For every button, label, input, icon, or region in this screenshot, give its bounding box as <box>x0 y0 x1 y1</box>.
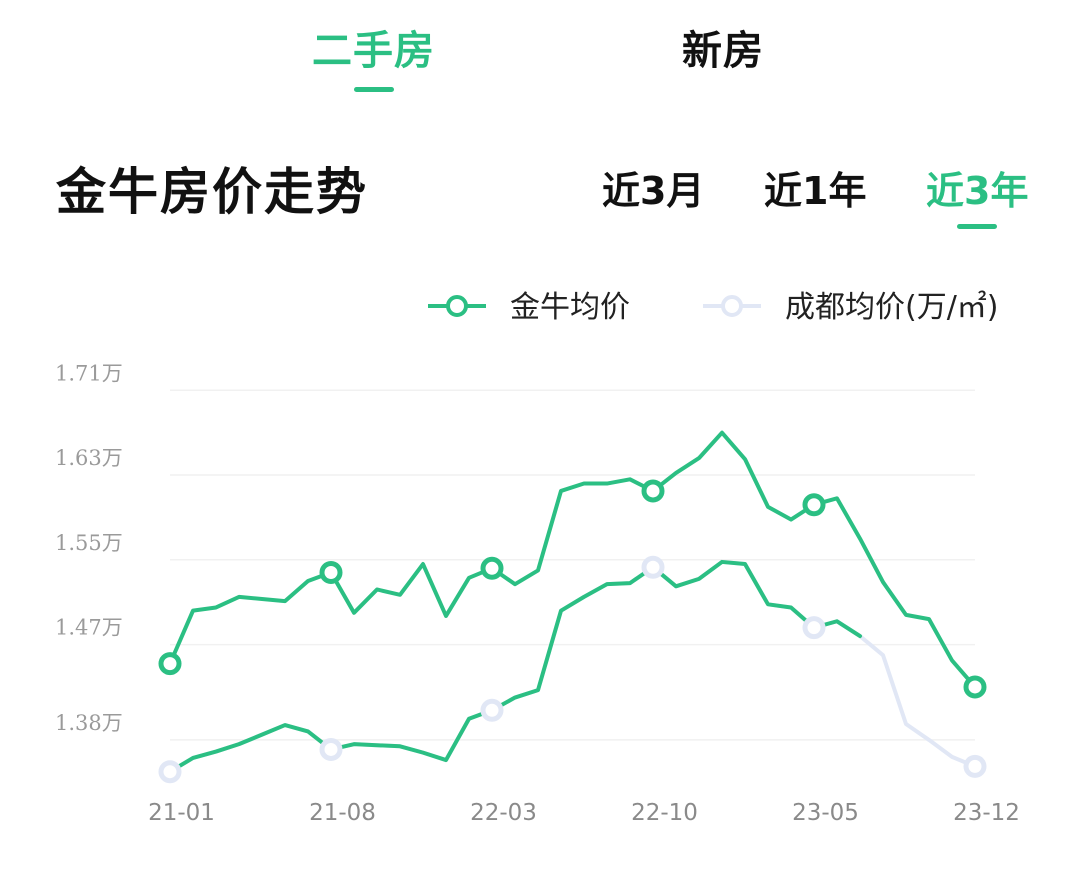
range-3-years-label: 近3年 <box>926 169 1029 213</box>
legend-label-jinniu: 金牛均价 <box>510 290 630 325</box>
active-range-indicator <box>957 224 998 229</box>
range-1-year-label: 近1年 <box>764 169 867 213</box>
legend-marker-jinniu <box>446 295 468 317</box>
legend-label-chengdu-name: 成都均价 <box>785 290 905 325</box>
range-1-year[interactable]: 近1年 <box>764 160 866 215</box>
y-tick-label: 1.63万 <box>55 446 123 470</box>
legend-marker-chengdu <box>721 295 743 317</box>
range-3-months[interactable]: 近3月 <box>602 160 704 215</box>
data-point-jinniu <box>319 561 343 585</box>
data-point-chengdu <box>963 754 987 778</box>
house-type-tabs: 二手房 新房 <box>0 18 1080 92</box>
tab-second-hand-label: 二手房 <box>312 28 435 74</box>
y-axis-labels: 1.71万 1.63万 1.55万 1.47万 1.38万 <box>55 361 123 735</box>
legend-unit-note: (万/㎡) <box>905 290 999 325</box>
data-point-chengdu <box>158 760 182 784</box>
chart-legend: 金牛均价 成都均价(万/㎡) <box>428 290 999 325</box>
data-point-jinniu <box>641 479 665 503</box>
x-tick-label: 21-08 <box>309 800 376 826</box>
time-range-tabs: 近3月 近1年 近3年 <box>0 160 1080 229</box>
y-tick-label: 1.47万 <box>55 616 123 640</box>
x-tick-label: 22-10 <box>631 800 698 826</box>
chart-series <box>158 430 987 784</box>
x-tick-label: 23-05 <box>792 800 859 826</box>
y-tick-label: 1.71万 <box>55 361 123 385</box>
price-trend-chart: 金牛均价 成都均价(万/㎡) 1.71万 1.63万 1.55万 1.47万 1.38万… <box>55 290 1020 826</box>
tab-new-house-label: 新房 <box>682 28 764 74</box>
y-tick-label: 1.55万 <box>55 531 123 555</box>
active-tab-indicator <box>353 87 394 92</box>
data-point-chengdu <box>802 616 826 640</box>
legend-item-jinniu[interactable]: 金牛均价 <box>428 290 630 325</box>
data-point-jinniu <box>158 652 182 676</box>
data-point-jinniu <box>963 675 987 699</box>
data-point-chengdu <box>319 737 343 761</box>
data-point-chengdu <box>480 698 504 722</box>
tab-new-house[interactable]: 新房 <box>682 18 764 76</box>
data-point-jinniu <box>802 493 826 517</box>
legend-item-chengdu[interactable]: 成都均价(万/㎡) <box>703 290 999 325</box>
chart-gridlines <box>170 389 975 741</box>
x-axis-labels: 21-01 21-08 22-03 22-10 23-05 23-12 <box>148 800 1020 826</box>
range-3-years[interactable]: 近3年 <box>926 160 1029 229</box>
legend-label-chengdu: 成都均价(万/㎡) <box>785 290 999 325</box>
range-3-months-label: 近3月 <box>602 169 705 213</box>
data-point-chengdu <box>641 555 665 579</box>
data-point-jinniu <box>480 556 504 580</box>
tab-second-hand[interactable]: 二手房 <box>312 18 435 92</box>
x-tick-label: 21-01 <box>148 800 215 826</box>
series-line-jinniu <box>168 430 977 689</box>
x-tick-label: 23-12 <box>953 800 1020 826</box>
series-line-chengdu-highlight <box>168 559 862 774</box>
page-title: 金牛房价走势 <box>56 163 368 221</box>
x-tick-label: 22-03 <box>470 800 537 826</box>
y-tick-label: 1.38万 <box>55 711 123 735</box>
